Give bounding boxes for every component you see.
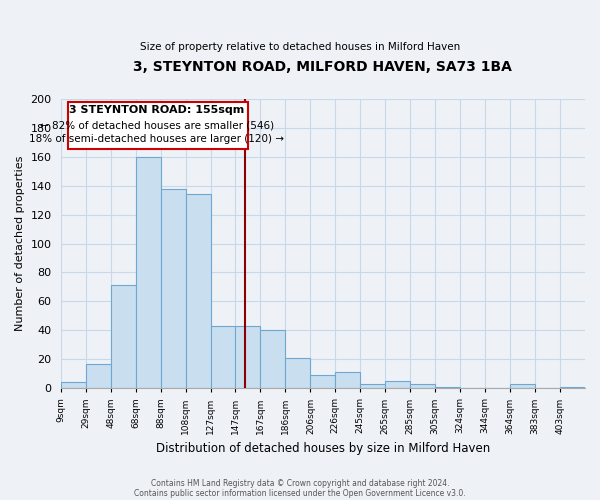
Bar [235,326,260,388]
Bar [260,330,286,388]
Bar [136,156,161,388]
Bar [86,364,110,388]
Text: Size of property relative to detached houses in Milford Haven: Size of property relative to detached ho… [140,42,460,52]
Bar [310,375,335,388]
Y-axis label: Number of detached properties: Number of detached properties [15,156,25,331]
Bar [286,358,310,388]
Bar [435,387,460,388]
Bar [560,387,585,388]
Text: 18% of semi-detached houses are larger (120) →: 18% of semi-detached houses are larger (… [29,134,284,143]
Bar [110,286,136,389]
Bar [361,384,385,388]
Text: Contains HM Land Registry data © Crown copyright and database right 2024.: Contains HM Land Registry data © Crown c… [151,478,449,488]
Title: 3, STEYNTON ROAD, MILFORD HAVEN, SA73 1BA: 3, STEYNTON ROAD, MILFORD HAVEN, SA73 1B… [133,60,512,74]
Bar [410,384,435,388]
Bar [510,384,535,388]
X-axis label: Distribution of detached houses by size in Milford Haven: Distribution of detached houses by size … [156,442,490,455]
Bar [335,372,361,388]
Text: Contains public sector information licensed under the Open Government Licence v3: Contains public sector information licen… [134,488,466,498]
Bar [385,381,410,388]
FancyBboxPatch shape [68,102,248,150]
Text: 3 STEYNTON ROAD: 155sqm: 3 STEYNTON ROAD: 155sqm [69,104,244,115]
Bar [161,188,185,388]
Bar [185,194,211,388]
Bar [211,326,235,388]
Bar [61,382,86,388]
Text: ← 82% of detached houses are smaller (546): ← 82% of detached houses are smaller (54… [40,120,274,130]
